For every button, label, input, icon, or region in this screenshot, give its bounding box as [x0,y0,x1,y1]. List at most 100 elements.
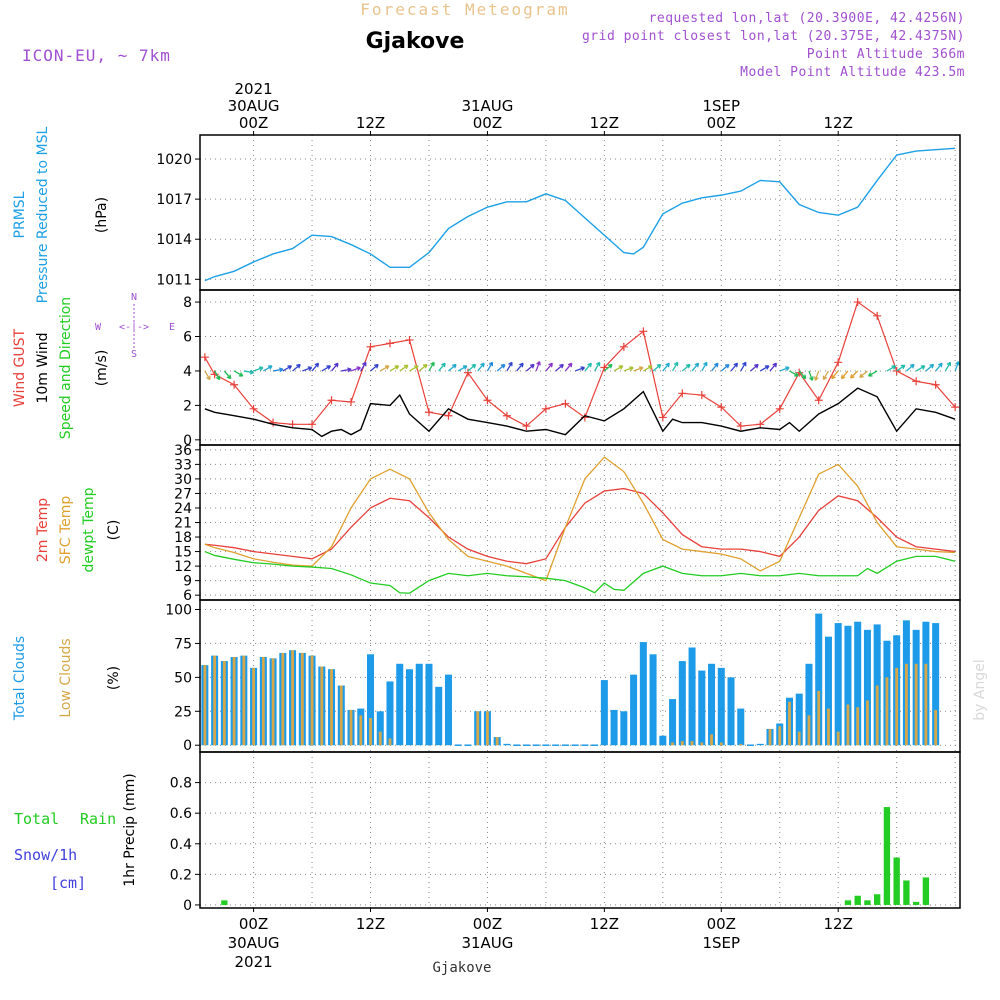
total-cloud-bar [425,663,433,746]
total-cloud-bar [396,663,404,746]
gust-point [756,420,765,429]
wind-direction-arrow [584,362,592,372]
gust-point [522,422,531,431]
wind-direction-arrow [214,370,221,381]
y-tick-label: 18 [174,530,192,546]
requested-coords: requested lon,lat (20.3900E, 42.4256N) [649,11,965,26]
y-tick-label: 1020 [156,152,192,168]
y-tick-label: 4 [183,364,192,380]
gust-point [463,368,472,377]
wind-direction-arrow [438,362,446,372]
total-cloud-bar [834,623,842,746]
compass-n: N [131,292,137,303]
y-tick-label: 0.2 [170,867,192,883]
low-cloud-bar [330,669,333,746]
gust-line [204,301,956,427]
precip-cm-label: [cm] [50,874,86,892]
total-cloud-bar [649,654,657,746]
wind-direction-arrow [779,366,790,372]
location-title: Gjakove [366,29,465,54]
wind-direction-arrow [662,362,670,372]
gust-point [658,413,667,422]
panel-pressure: 1011 1014 1017 1020 [156,134,961,291]
wind-unit: (m/s) [94,350,110,387]
low-cloud-bar [222,661,226,746]
temp-2m-label: 2m Temp [35,498,51,562]
y-tick-label: 24 [174,501,192,517]
wind-gust-label: Wind GUST [12,328,28,407]
rain-bar [864,900,871,905]
time-axis-label: 00Z [473,915,502,933]
gust-point [327,396,336,405]
wind-direction-arrow [808,370,814,381]
wind-direction-arrow [831,370,839,380]
wind-direction-arrow [321,365,332,372]
gust-point [619,342,628,351]
total-cloud-bar [863,629,871,746]
wind-direction-arrow [486,361,494,372]
gust-point [405,335,414,344]
gust-point [639,327,648,336]
wind-direction-arrow [814,370,820,381]
total-cloud-bar [727,677,735,746]
gust-point [775,404,784,413]
low-cloud-bar [349,709,353,746]
time-axis-label: 12Z [824,114,853,132]
grid-point-coords: grid point closest lon,lat (20.375E, 42.… [582,29,965,44]
wind-direction-arrow [341,367,352,373]
wind-direction-arrow [525,363,535,372]
low-cloud-bar [719,742,723,746]
total-cloud-bar [932,623,940,746]
gust-point [814,396,823,405]
temp-panel-labels: 2m Temp SFC Temp dewpt Temp (C) [35,487,122,572]
wind-direction-arrow [720,363,730,372]
y-tick-label: 0 [183,898,192,914]
y-tick-label: 0 [183,738,192,754]
total-cloud-bar [737,708,745,746]
wind-direction-arrow [233,370,244,377]
model-name: ICON-EU, ~ 7km [22,46,171,65]
precip-rain-label: Rain [80,810,116,828]
wind-dir-label: Speed and Direction [58,297,74,439]
clouds-low-label: Low Clouds [58,638,74,717]
low-cloud-bar [895,667,899,746]
low-cloud-bar [846,704,850,746]
time-axis-label: 12Z [590,915,619,933]
wind-direction-arrow [594,361,601,372]
pressure-panel-labels: PRMSL Pressure Reduced to MSL (hPa) [12,126,110,303]
precip-unit: 1hr Precip (mm) [122,773,138,886]
wind-direction-arrow [954,361,960,372]
wind-direction-arrow [925,363,935,372]
time-axis-label: 12Z [824,915,853,933]
gust-point [951,403,960,412]
low-cloud-bar [827,708,830,746]
total-cloud-bar [873,624,881,746]
time-axis-label: 00Z [707,915,736,933]
gust-point [502,411,511,420]
low-cloud-bar [281,652,285,746]
low-cloud-bar [807,715,811,746]
total-cloud-bar [435,686,443,746]
y-tick-label: 75 [174,636,192,652]
pressure-label-desc: Pressure Reduced to MSL [35,126,51,303]
wind-direction-arrow [292,363,301,372]
model-altitude: Model Point Altitude 423.5m [740,65,965,80]
total-cloud-bar [610,709,618,746]
rain-bar [221,900,228,905]
low-cloud-bar [378,731,382,746]
compass-s: S [131,349,137,360]
product-title: Forecast Meteogram [360,0,569,19]
total-cloud-bar [854,621,862,746]
wind-direction-arrow [448,363,457,372]
total-cloud-bar [678,661,686,746]
time-axis-label: 00Z [707,114,736,132]
wind-direction-arrow [915,365,926,372]
wind-direction-arrow [253,366,264,372]
wind-direction-arrow [272,367,284,373]
rain-bar [883,807,891,905]
wind-direction-arrow [789,370,799,377]
wind-direction-arrow [652,363,662,372]
